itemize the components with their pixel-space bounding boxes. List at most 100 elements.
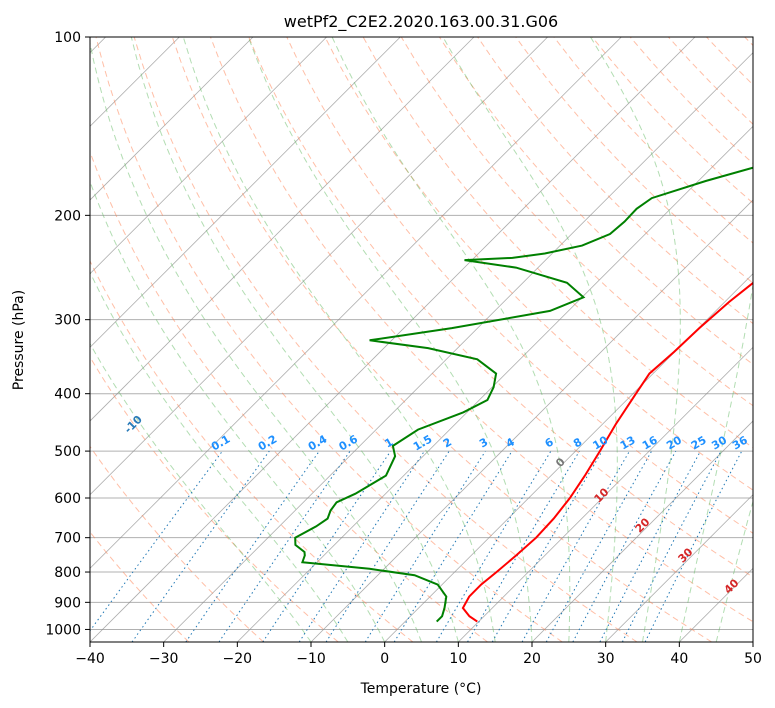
mixing-ratio-line xyxy=(435,450,552,642)
line-labels: -100-90-80-70-60-50-40-30-20-100.10.20.4… xyxy=(122,413,751,597)
y-axis-label: Pressure (hPa) xyxy=(11,290,27,390)
mixing-ratio-line xyxy=(131,450,270,642)
mixing-ratio-line xyxy=(521,450,630,642)
y-tick-label: 300 xyxy=(54,313,81,329)
moist-adiabat-line xyxy=(247,37,533,642)
mixing-ratio-label: 6 xyxy=(543,435,556,450)
y-tick-label: 900 xyxy=(54,595,81,611)
moist-adiabat-label: 40 xyxy=(722,576,742,596)
mixing-ratio-label: 3 xyxy=(477,435,490,450)
dry-adiabat-line xyxy=(438,37,753,366)
temperature-profile-line xyxy=(461,281,753,623)
moist-adiabat-line xyxy=(90,342,312,642)
y-tick-label: 500 xyxy=(54,444,81,460)
mixing-ratio-label: 0.1 xyxy=(209,432,232,453)
x-tick-label: 30 xyxy=(597,651,615,667)
isotherm-line xyxy=(163,52,753,642)
dry-adiabat-line xyxy=(706,37,753,86)
mixing-ratio-label: 0.6 xyxy=(337,432,361,453)
isotherm-line xyxy=(90,37,475,422)
y-axis-ticks: 100 200 300 400 500 600 700 800 900 1000 xyxy=(45,30,90,638)
mixing-ratio-line xyxy=(599,450,701,642)
dry-adiabat-line xyxy=(133,37,638,642)
isotherm-line xyxy=(237,125,753,642)
isotherm-line xyxy=(90,37,548,496)
mixing-ratio-line xyxy=(90,450,223,632)
dry-adiabat-line xyxy=(553,37,753,244)
dry-adiabat-line xyxy=(744,37,753,47)
mixing-ratio-line xyxy=(545,450,653,642)
moist-adiabat-line xyxy=(331,37,571,642)
mixing-ratio-lines xyxy=(90,450,743,642)
mixing-ratio-label: 36 xyxy=(730,433,750,452)
isotherm-line xyxy=(90,37,622,569)
x-tick-label: 0 xyxy=(380,651,389,667)
profiles xyxy=(294,166,753,623)
dry-adiabats xyxy=(90,37,753,642)
x-tick-label: −30 xyxy=(149,651,179,667)
mixing-ratio-label: 13 xyxy=(618,434,638,453)
mixing-ratio-line xyxy=(393,450,513,642)
mixing-ratio-line xyxy=(467,450,580,642)
mixing-ratio-label: 0.4 xyxy=(306,432,330,453)
x-tick-label: −20 xyxy=(223,651,253,667)
isotherm-gridlines xyxy=(90,37,753,642)
dry-adiabat-line xyxy=(324,37,753,491)
dry-adiabat-line xyxy=(286,37,753,534)
dry-adiabat-line xyxy=(248,37,753,578)
mixing-ratio-label: 25 xyxy=(689,434,709,453)
dry-adiabat-line xyxy=(90,259,414,642)
moist-adiabat-label: 20 xyxy=(633,515,653,535)
mixing-ratio-line xyxy=(572,450,677,642)
mixing-ratio-line xyxy=(364,450,486,642)
moist-adiabat-line xyxy=(590,37,681,642)
x-tick-label: −40 xyxy=(75,651,105,667)
mixing-ratio-label: 16 xyxy=(640,433,660,452)
x-axis-label: Temperature (°C) xyxy=(360,681,482,697)
dry-adiabat-line xyxy=(90,531,190,642)
dry-adiabat-line xyxy=(95,37,563,642)
x-tick-label: −10 xyxy=(296,651,326,667)
dry-adiabat-label: -10 xyxy=(122,413,145,436)
mixing-ratio-label: 1.5 xyxy=(411,432,434,453)
moist-adiabat-line xyxy=(90,180,386,642)
isotherm-line xyxy=(90,37,254,201)
x-tick-label: 10 xyxy=(449,651,467,667)
dewpoint-profile-line xyxy=(294,166,753,623)
mixing-ratio-line xyxy=(298,450,425,642)
dry-adiabat-line xyxy=(171,37,712,642)
plot-area: -100-90-80-70-60-50-40-30-20-100.10.20.4… xyxy=(90,37,753,642)
y-tick-label: 1000 xyxy=(45,622,81,638)
dry-adiabat-line xyxy=(515,37,753,284)
y-tick-label: 800 xyxy=(54,565,81,581)
x-axis-ticks: −40 −30 −20 −10 0 10 20 30 40 50 xyxy=(75,642,762,667)
y-tick-label: 700 xyxy=(54,531,81,547)
isotherm-line xyxy=(90,37,696,642)
mixing-ratio-label: 8 xyxy=(571,435,584,450)
y-tick-label: 400 xyxy=(54,387,81,403)
isotherm-line xyxy=(605,494,753,642)
moist-adiabat-label: 10 xyxy=(592,485,612,505)
moist-adiabat-line xyxy=(678,282,753,642)
mixing-ratio-label: 20 xyxy=(664,433,684,452)
mixing-ratio-line xyxy=(185,450,320,642)
mixing-ratio-line xyxy=(325,450,450,642)
dry-adiabat-line xyxy=(210,37,753,623)
dry-adiabat-line xyxy=(90,445,264,642)
isotherm-line xyxy=(752,641,753,642)
plot-frame xyxy=(89,36,754,643)
mixing-ratio-line xyxy=(644,450,743,642)
dry-adiabat-line xyxy=(90,150,488,642)
isotherm-line xyxy=(531,420,753,642)
isotherm-line xyxy=(90,37,401,348)
moist-adiabat-line xyxy=(715,499,753,642)
isobar-gridlines xyxy=(90,37,753,630)
moist-adiabat-label: 30 xyxy=(676,545,696,565)
isotherm-line xyxy=(679,567,753,642)
mixing-ratio-label: 30 xyxy=(709,433,729,452)
x-tick-label: 40 xyxy=(670,651,688,667)
y-tick-label: 200 xyxy=(54,208,81,224)
mixing-ratio-line xyxy=(262,450,392,642)
moist-adiabat-line xyxy=(90,271,349,642)
